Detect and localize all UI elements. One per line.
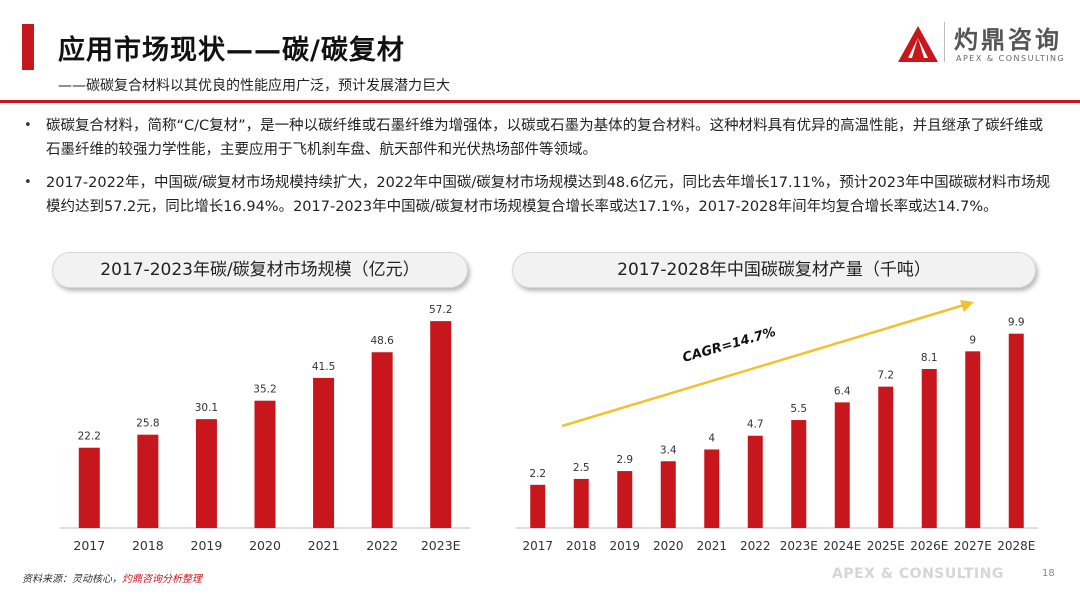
source-highlight: 灼鼎咨询分析整理 — [122, 574, 202, 585]
data-label: 22.2 — [78, 431, 101, 443]
x-tick-label: 2021 — [308, 538, 340, 553]
x-tick-label: 2023E — [780, 539, 818, 553]
bar — [965, 351, 981, 528]
bar — [195, 419, 217, 528]
x-tick-label: 2020 — [653, 539, 684, 553]
bar — [78, 447, 100, 528]
logo-english-name: APEX & CONSULTING — [956, 54, 1066, 63]
bar — [137, 434, 159, 528]
page-title: 应用市场现状——碳/碳复材 — [58, 35, 405, 66]
x-tick-label: 2021 — [696, 539, 727, 553]
bullet-list: • 碳碳复合材料，简称“C/C复材”，是一种以碳纤维或石墨纤维为增强体，以碳或石… — [24, 114, 1054, 228]
header-divider — [0, 100, 1080, 103]
market-size-bar-chart: 22.2 2017 25.8 2018 30.1 2019 35.2 2020 41.5 2021… — [60, 304, 470, 553]
title-accent-bar — [22, 24, 34, 70]
bullet-marker: • — [24, 175, 32, 190]
x-tick-label: 2025E — [867, 539, 905, 553]
chart-2-title: 2017-2028年中国碳碳复材产量（千吨） — [512, 252, 1036, 288]
data-label: 4 — [708, 432, 715, 444]
bar — [371, 352, 393, 528]
x-tick-label: 2023E — [421, 538, 461, 553]
x-tick-label: 2017 — [522, 539, 553, 553]
footer-brand: APEX & CONSULTING — [832, 566, 1004, 582]
data-label: 8.1 — [921, 352, 938, 364]
brand-logo: 灼鼎咨询 APEX & CONSULTING — [896, 20, 1066, 70]
data-label: 2.5 — [573, 462, 590, 474]
bar — [1008, 333, 1024, 528]
data-label: 48.6 — [370, 335, 394, 347]
x-tick-label: 2022 — [366, 538, 398, 553]
data-label: 7.2 — [877, 370, 894, 382]
bullet-item: • 2017-2022年，中国碳/碳复材市场规模持续扩大，2022年中国碳/碳复… — [24, 171, 1054, 219]
data-label: 5.5 — [790, 403, 807, 415]
x-tick-label: 2024E — [823, 539, 861, 553]
bar — [254, 400, 276, 528]
bullet-text: 碳碳复合材料，简称“C/C复材”，是一种以碳纤维或石墨纤维为增强体，以碳或石墨为… — [46, 118, 1044, 158]
bullet-marker: • — [24, 118, 32, 133]
x-tick-label: 2019 — [191, 538, 223, 553]
bar — [430, 321, 452, 528]
bar — [660, 461, 676, 528]
chart-1-title: 2017-2023年碳/碳复材市场规模（亿元） — [52, 252, 468, 288]
x-tick-label: 2022 — [740, 539, 771, 553]
bar — [878, 386, 894, 528]
data-label: 6.4 — [834, 385, 851, 397]
data-label: 57.2 — [429, 304, 452, 316]
bar — [704, 449, 720, 528]
cagr-arrow-line — [561, 303, 965, 428]
x-tick-label: 2027E — [954, 539, 992, 553]
x-tick-label: 2026E — [910, 539, 948, 553]
bullet-item: • 碳碳复合材料，简称“C/C复材”，是一种以碳纤维或石墨纤维为增强体，以碳或石… — [24, 114, 1054, 162]
data-label: 30.1 — [195, 402, 218, 414]
bar — [530, 484, 546, 528]
x-tick-label: 2018 — [132, 538, 164, 553]
page-number: 18 — [1042, 568, 1055, 579]
bar — [747, 435, 763, 528]
bar — [573, 478, 589, 528]
data-label: 9 — [969, 334, 976, 346]
x-tick-label: 2018 — [566, 539, 597, 553]
bar — [791, 420, 807, 528]
data-label: 35.2 — [253, 384, 276, 396]
logo-triangle-icon — [898, 26, 938, 62]
bar — [834, 402, 850, 528]
bar — [921, 369, 937, 528]
data-label: 2.2 — [529, 468, 546, 480]
x-tick-label: 2017 — [73, 538, 105, 553]
data-label: 4.7 — [747, 419, 764, 431]
logo-separator — [944, 22, 945, 62]
data-label: 41.5 — [312, 361, 335, 373]
data-label: 9.9 — [1008, 317, 1025, 329]
data-label: 25.8 — [136, 418, 159, 430]
bar — [617, 471, 633, 528]
cagr-arrow-head — [960, 300, 974, 312]
x-tick-label: 2019 — [609, 539, 640, 553]
page-subtitle: ——碳碳复合材料以其优良的性能应用广泛，预计发展潜力巨大 — [58, 78, 450, 94]
logo-chinese-name: 灼鼎咨询 — [954, 26, 1062, 54]
data-label: 3.4 — [660, 444, 677, 456]
source-label: 资料来源：灵动核心， — [22, 574, 122, 585]
data-label: 2.9 — [616, 454, 633, 466]
cagr-annotation: CAGR=14.7% — [681, 325, 778, 366]
production-bar-chart: 2.2 2017 2.5 2018 2.9 2019 3.4 2020 4 2021 4.7 2022… — [516, 300, 1038, 553]
x-tick-label: 2020 — [249, 538, 281, 553]
footer-source: 资料来源：灵动核心，灼鼎咨询分析整理 — [22, 570, 202, 585]
bullet-text: 2017-2022年，中国碳/碳复材市场规模持续扩大，2022年中国碳/碳复材市… — [46, 175, 1051, 215]
bar — [313, 377, 335, 528]
x-tick-label: 2028E — [997, 539, 1035, 553]
